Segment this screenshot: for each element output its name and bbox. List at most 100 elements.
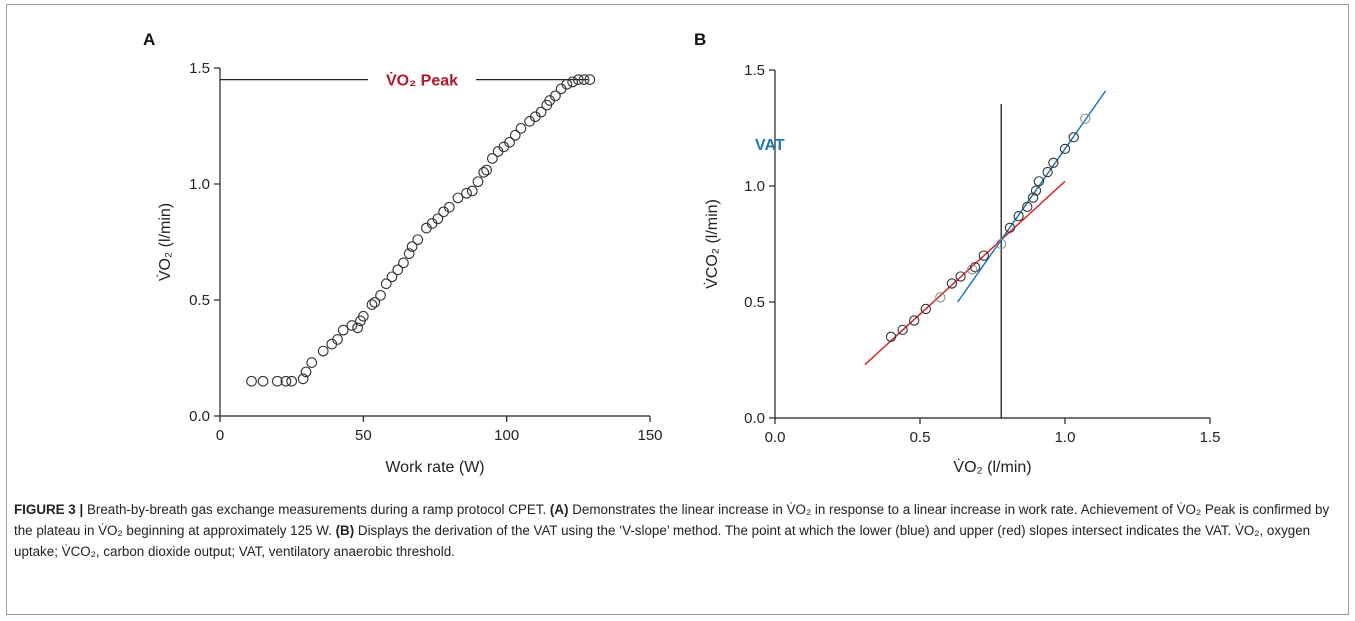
data-point — [406, 241, 418, 252]
panel-a-axes: 0 50 100 150 0.0 0.5 1.0 1.5 — [189, 60, 662, 444]
data-point — [412, 234, 424, 246]
data-point — [885, 331, 897, 342]
caption-a-tag: (A) — [549, 502, 569, 517]
data-point — [969, 262, 981, 273]
data-point — [398, 257, 409, 269]
data-point — [472, 176, 484, 188]
data-point — [1048, 157, 1059, 168]
data-point — [578, 74, 590, 85]
data-point — [380, 278, 392, 290]
data-point — [375, 290, 386, 301]
x-tick-label: 100 — [494, 427, 519, 444]
data-point — [369, 296, 381, 308]
data-point-light — [1080, 113, 1091, 124]
figure-frame — [6, 4, 1349, 615]
data-point — [403, 248, 415, 259]
figure-caption: FIGURE 3 | Breath-by-breath gas exchange… — [14, 499, 1334, 562]
x-tick-label: 150 — [637, 427, 662, 444]
data-point — [1033, 176, 1045, 187]
data-point-light — [967, 264, 978, 275]
x-tick-label: 0 — [216, 427, 224, 444]
data-point — [567, 76, 578, 88]
lower-slope-line — [864, 180, 1066, 366]
vo2-peak-label: V̇O₂ Peak — [386, 71, 458, 89]
data-point — [297, 373, 309, 385]
panel-a-marks — [220, 74, 596, 387]
data-point — [509, 129, 521, 141]
data-point — [346, 320, 358, 331]
data-point — [481, 164, 492, 176]
panel-b-y-axis-label: V̇CO₂ (l/min) — [703, 199, 721, 289]
data-point — [946, 278, 958, 289]
y-tick-label: 1.0 — [744, 178, 765, 195]
data-point — [504, 136, 515, 148]
x-tick-label: 0.5 — [910, 429, 931, 446]
data-point — [332, 334, 343, 345]
panel-a-x-axis-label: Work rate (W) — [385, 459, 484, 476]
panel-b-letter: B — [694, 30, 706, 49]
data-point — [550, 90, 561, 102]
data-point — [909, 315, 920, 326]
data-point — [466, 185, 478, 197]
data-point — [1059, 143, 1071, 155]
y-tick-label: 0.5 — [189, 292, 210, 309]
x-tick-label: 1.5 — [1200, 429, 1221, 446]
y-tick-label: 1.0 — [189, 176, 210, 193]
caption-b-tag: (B) — [335, 523, 355, 538]
data-point — [452, 192, 464, 204]
data-point — [486, 153, 498, 164]
panel-b-axes: 0.0 0.5 1.0 1.5 0.0 0.5 1.0 1.5 — [744, 62, 1220, 446]
data-point — [357, 310, 369, 322]
data-point — [1068, 132, 1079, 143]
y-tick-label: 0.0 — [744, 410, 765, 427]
data-point — [955, 271, 966, 282]
x-tick-label: 1.0 — [1055, 429, 1076, 446]
y-tick-label: 0.5 — [744, 294, 765, 311]
data-point — [386, 271, 398, 283]
data-point — [1027, 192, 1039, 203]
panel-a-y-axis-label: V̇O₂ (l/min) — [156, 203, 174, 281]
data-point — [478, 167, 490, 178]
data-point — [572, 74, 584, 85]
panel-a: A 0 50 100 150 0.0 0.5 1.0 1.5 V̇O₂ Peak Work r… — [143, 30, 663, 476]
data-point — [461, 187, 472, 199]
x-tick-label: 0.0 — [765, 429, 786, 446]
caption-a-text: Demonstrates the linear increase in V̇O₂… — [14, 502, 1330, 538]
data-point — [1013, 211, 1024, 222]
data-point — [443, 201, 455, 213]
data-point — [584, 74, 596, 85]
data-point-light — [935, 292, 946, 303]
figure-charts: A 0 50 100 150 0.0 0.5 1.0 1.5 V̇O₂ Peak Work r… — [143, 30, 1220, 476]
data-point-light — [996, 238, 1007, 250]
data-point — [271, 375, 283, 387]
y-tick-label: 1.5 — [189, 60, 210, 77]
y-tick-label: 1.5 — [744, 62, 765, 79]
data-point — [392, 264, 404, 276]
data-point — [286, 375, 298, 387]
panel-b: B 0.0 0.5 1.0 1.5 0.0 0.5 1.0 1.5 VAT V̇O₂ (l/m… — [694, 30, 1220, 476]
panel-a-letter: A — [143, 30, 155, 49]
vat-label: VAT — [755, 137, 785, 154]
upper-slope-line — [957, 90, 1107, 303]
panel-b-marks — [864, 90, 1107, 418]
data-point — [515, 122, 527, 134]
data-point — [1022, 201, 1033, 213]
data-point — [897, 324, 908, 335]
data-point — [535, 106, 547, 118]
data-point — [1042, 166, 1053, 178]
data-point — [317, 345, 329, 357]
data-point — [561, 78, 573, 90]
data-point — [352, 322, 363, 334]
data-point — [366, 299, 378, 310]
data-point — [1030, 185, 1042, 196]
panel-b-x-axis-label: V̇O₂ (l/min) — [953, 458, 1031, 476]
data-point — [306, 357, 318, 368]
data-point — [432, 213, 444, 225]
caption-intro: Breath-by-breath gas exchange measuremen… — [83, 502, 550, 517]
data-point — [257, 375, 269, 387]
data-point — [337, 324, 349, 336]
data-point — [300, 366, 312, 378]
caption-b-text: Displays the derivation of the VAT using… — [14, 523, 1311, 559]
data-point — [1004, 222, 1016, 233]
data-point — [920, 303, 931, 315]
